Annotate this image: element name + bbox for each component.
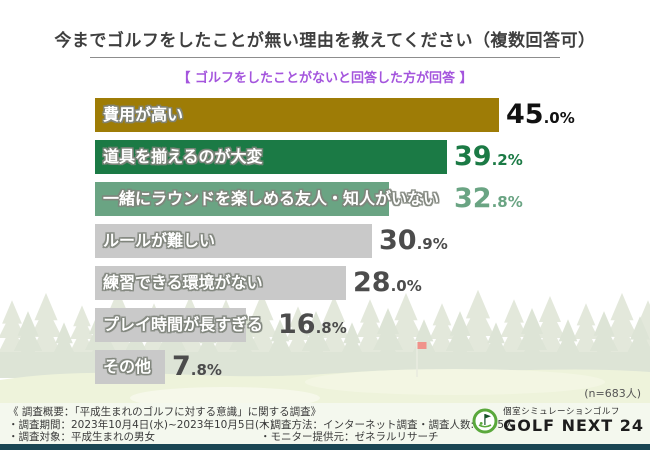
bar bbox=[95, 224, 372, 258]
bar-value: 45.0% bbox=[506, 99, 575, 130]
logo-tagline: 個室シミュレーションゴルフ bbox=[503, 407, 620, 417]
bar-value: 32.8% bbox=[454, 183, 523, 214]
bottom-accent-bar bbox=[0, 444, 650, 450]
bar-label: プレイ時間が長すぎる bbox=[103, 315, 264, 334]
bar-row: その他 7.8% bbox=[95, 350, 645, 384]
survey-overview: 《 調査概要：「平成生まれのゴルフに対する意識」に関する調査》 bbox=[8, 406, 322, 418]
bar-label: 道具を揃えるのが大変 bbox=[103, 147, 263, 166]
bar bbox=[95, 182, 389, 216]
golfnext24-logo: 個室シミュレーションゴルフ GOLF NEXT 24 bbox=[472, 407, 644, 435]
logo-wordmark: GOLF NEXT 24 bbox=[503, 416, 644, 435]
survey-monitor: ・モニター提供元：ゼネラルリサーチ bbox=[260, 431, 439, 443]
golf-course-background bbox=[0, 289, 650, 403]
bar-row: ルールが難しい 30.9% bbox=[95, 224, 645, 258]
bar-row: プレイ時間が長すぎる 16.8% bbox=[95, 308, 645, 342]
bar-row: 一緒にラウンドを楽しめる友人・知人がいない 32.8% bbox=[95, 182, 645, 216]
bar-value: 28.0% bbox=[353, 267, 422, 298]
light-patch bbox=[130, 387, 320, 403]
survey-footer: 《 調査概要：「平成生まれのゴルフに対する意識」に関する調査》 ・調査期間：20… bbox=[0, 403, 650, 444]
bar-row: 練習できる環境がない 28.0% bbox=[95, 266, 645, 300]
bar-row: 費用が高い 45.0% bbox=[95, 98, 645, 132]
survey-overview-column: 《 調査概要：「平成生まれのゴルフに対する意識」に関する調査》 ・調査期間：20… bbox=[8, 406, 321, 444]
survey-period: ・調査期間：2023年10月4日(水)~2023年10月5日(木) bbox=[8, 418, 274, 431]
bar-label: 練習できる環境がない bbox=[103, 273, 263, 292]
bar-value: 7.8% bbox=[172, 351, 222, 382]
bar bbox=[95, 98, 499, 132]
bar bbox=[95, 266, 346, 300]
bar-chart: 費用が高い 45.0% 道具を揃えるのが大変 39.2% 一緒にラウンドを楽しめる友人・… bbox=[95, 98, 645, 394]
putting-green bbox=[305, 369, 605, 395]
golf-flag bbox=[416, 342, 427, 377]
bar bbox=[95, 140, 447, 174]
bar-value: 30.9% bbox=[379, 225, 448, 256]
chart-subtitle: 【 ゴルフをしたことがないと回答した方が回答 】 bbox=[177, 71, 473, 86]
survey-subject: ・調査対象：平成生まれの男女 bbox=[8, 431, 155, 443]
bar-value: 16.8% bbox=[278, 309, 347, 340]
bar bbox=[95, 308, 246, 342]
title-divider bbox=[90, 57, 560, 58]
sample-size-note: (n=683人) bbox=[584, 387, 641, 400]
bar-label: その他 bbox=[103, 357, 152, 376]
bar-value: 39.2% bbox=[454, 141, 523, 172]
page-title: 今までゴルフをしたことが無い理由を教えてください（複数回答可） bbox=[54, 31, 596, 51]
survey-method-column: ・調査方法：インターネット調査 ・モニター提供元：ゼネラルリサーチ bbox=[260, 419, 439, 444]
bar-label: ルールが難しい bbox=[103, 231, 216, 250]
bar-row: 道具を揃えるのが大変 39.2% bbox=[95, 140, 645, 174]
survey-method: ・調査方法：インターネット調査 bbox=[260, 418, 418, 431]
bar-label: 一緒にラウンドを楽しめる友人・知人がいない bbox=[103, 189, 440, 208]
bar-label: 費用が高い bbox=[103, 105, 184, 124]
bar bbox=[95, 350, 165, 384]
golf-flag-icon bbox=[472, 408, 498, 434]
logo-text: 個室シミュレーションゴルフ GOLF NEXT 24 bbox=[503, 407, 644, 435]
